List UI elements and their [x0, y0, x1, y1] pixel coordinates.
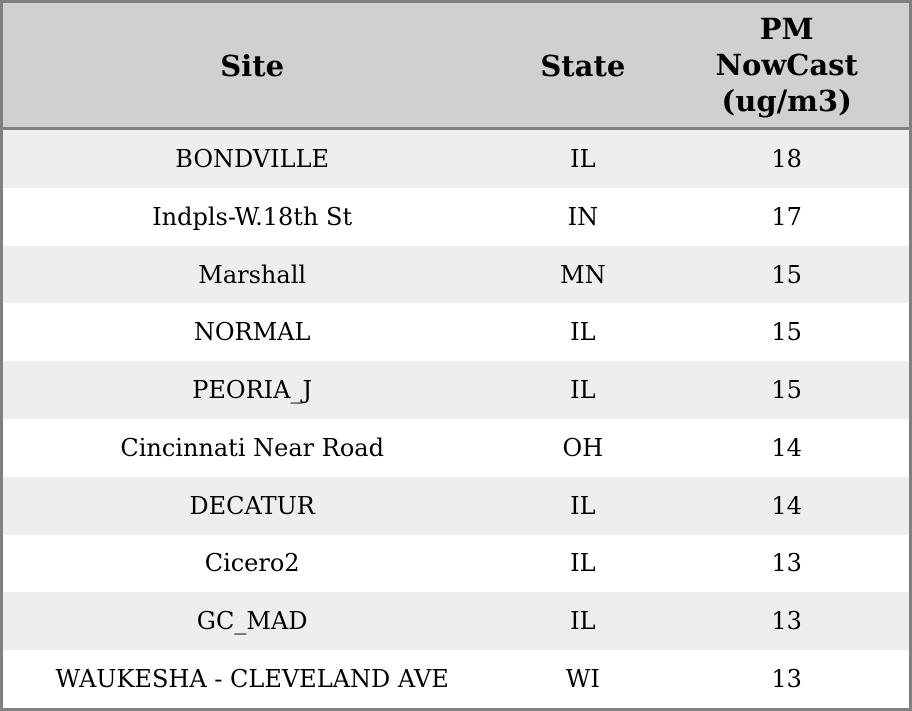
- cell-pm: 18: [771, 144, 802, 173]
- cell-pm: 13: [771, 665, 802, 694]
- table-row: BONDVILLE IL 18: [3, 128, 909, 188]
- cell-pm: 13: [771, 549, 802, 578]
- cell-state: MN: [560, 260, 606, 289]
- cell-state: IN: [567, 202, 599, 231]
- column-header-pm-nowcast-label: PM NowCast (ug/m3): [715, 11, 858, 119]
- cell-pm: 15: [771, 260, 802, 289]
- cell-pm: 14: [771, 433, 802, 462]
- column-header-state: State: [501, 3, 665, 130]
- cell-site: Indpls-W.18th St: [152, 202, 353, 231]
- cell-pm: 13: [771, 607, 802, 636]
- pm-nowcast-table: Site State PM NowCast (ug/m3) BONDVILLE …: [3, 3, 909, 708]
- table-row: WAUKESHA - CLEVELAND AVE WI 13: [3, 650, 909, 708]
- table-row: DECATUR IL 14: [3, 476, 909, 535]
- table-header: Site State PM NowCast (ug/m3): [3, 3, 909, 130]
- cell-pm: 17: [771, 202, 802, 231]
- column-header-pm-nowcast: PM NowCast (ug/m3): [664, 3, 909, 130]
- cell-site: PEORIA_J: [192, 376, 313, 405]
- cell-state: IL: [570, 376, 596, 405]
- table-row: Indpls-W.18th St IN 17: [3, 187, 909, 246]
- table-header-row: Site State PM NowCast (ug/m3): [3, 3, 909, 130]
- cell-pm: 15: [771, 318, 802, 347]
- table-row: GC_MAD IL 13: [3, 592, 909, 651]
- table-body: BONDVILLE IL 18 Indpls-W.18th St IN 17 M…: [3, 128, 909, 708]
- cell-state: OH: [562, 433, 604, 462]
- cell-state: IL: [570, 607, 596, 636]
- cell-pm: 14: [771, 491, 802, 520]
- column-header-state-label: State: [540, 48, 626, 83]
- table-row: Cincinnati Near Road OH 14: [3, 419, 909, 477]
- cell-state: IL: [570, 491, 596, 520]
- column-header-site-label: Site: [220, 48, 285, 83]
- cell-site: WAUKESHA - CLEVELAND AVE: [55, 665, 449, 694]
- cell-site: DECATUR: [189, 491, 315, 520]
- cell-site: Cicero2: [204, 549, 300, 578]
- table-row: Marshall MN 15: [3, 245, 909, 304]
- cell-state: IL: [570, 318, 596, 347]
- cell-site: GC_MAD: [196, 607, 308, 636]
- cell-state: IL: [570, 549, 596, 578]
- cell-pm: 15: [771, 376, 802, 405]
- cell-site: Marshall: [198, 260, 307, 289]
- table-row: Cicero2 IL 13: [3, 534, 909, 593]
- cell-site: BONDVILLE: [175, 144, 330, 173]
- table-row: NORMAL IL 15: [3, 303, 909, 362]
- cell-site: Cincinnati Near Road: [120, 433, 384, 462]
- cell-state: WI: [565, 665, 600, 694]
- cell-site: NORMAL: [193, 318, 311, 347]
- column-header-site: Site: [3, 3, 502, 130]
- cell-state: IL: [570, 144, 596, 173]
- table-row: PEORIA_J IL 15: [3, 361, 909, 419]
